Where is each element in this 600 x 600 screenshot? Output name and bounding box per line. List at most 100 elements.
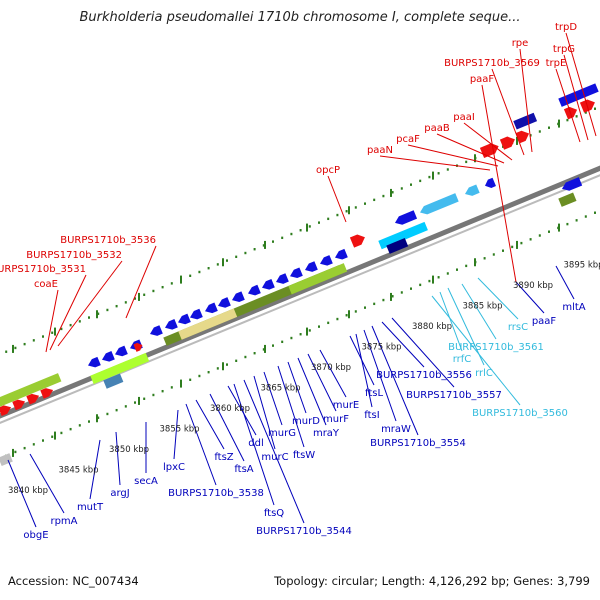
gene-label-red: coaE: [34, 279, 58, 290]
gene-label-blue: ftsW: [293, 450, 315, 461]
leader-line-blue: [233, 383, 275, 506]
inner-tick: [529, 238, 532, 241]
gene-label-blue: mraW: [381, 424, 411, 435]
backbone-strand: [0, 174, 600, 424]
gene-label-red: BURPS1710b_3536: [60, 235, 156, 246]
gene-arrow-red: [133, 342, 143, 352]
inner-tick: [152, 393, 155, 397]
inner-tick: [299, 333, 302, 336]
gene-arrow-red-shape: [349, 234, 365, 248]
leader-line-blue: [173, 409, 179, 460]
inner-tick: [400, 291, 403, 294]
leader-line-blue: [381, 321, 425, 368]
inner-tick: [14, 450, 17, 454]
outer-tick: [5, 350, 8, 353]
operon-bar-light: [178, 308, 238, 340]
inner-tick: [354, 310, 357, 313]
outer-tick-major: [516, 136, 518, 145]
gene-label-blue: ftsI: [364, 410, 379, 421]
inner-tick: [428, 279, 431, 283]
outer-tick: [78, 320, 81, 323]
inner-tick: [198, 374, 201, 378]
gene-label-cyan: rrfC: [453, 354, 472, 365]
inner-tick: [235, 359, 238, 363]
kbp-tick-label: 3895 kbp: [564, 261, 600, 271]
leader-line-blue: [371, 325, 419, 436]
outer-tick: [354, 206, 357, 209]
rrna-bar: [90, 352, 150, 385]
inner-tick: [465, 264, 468, 268]
inner-tick: [244, 355, 247, 359]
outer-tick: [308, 225, 311, 228]
outer-tick-major: [96, 310, 98, 319]
inner-tick: [336, 317, 339, 321]
gene-arrow-cyan: [465, 184, 480, 196]
outer-tick: [106, 308, 109, 312]
outer-tick: [226, 259, 228, 262]
outer-tick: [391, 191, 394, 194]
gene-arrow-blue: [248, 284, 261, 296]
inner-tick: [97, 416, 100, 419]
outer-tick: [281, 236, 284, 240]
inner-tick: [207, 370, 210, 374]
inner-tick-major: [138, 396, 140, 405]
gene-arrow-blue: [88, 356, 101, 368]
gene-label-blue: BURPS1710b_3538: [168, 488, 264, 499]
gene-label-red: rpe: [512, 38, 529, 49]
gene-arrow-blue-shape: [395, 210, 418, 225]
kbp-tick-label: 3855 kbp: [160, 425, 200, 435]
inner-tick-major: [12, 448, 14, 457]
inner-tick: [78, 424, 81, 427]
gene-label-red: BURPS1710b_3532: [26, 250, 122, 261]
leader-line-red: [49, 274, 87, 351]
leader-line-red: [45, 289, 59, 353]
gene-label-red: paaI: [453, 112, 475, 123]
outer-tick: [345, 210, 348, 213]
leader-line-blue: [185, 403, 217, 486]
gene-arrow-blue: [178, 313, 191, 325]
kbp-tick-label: 3890 kbp: [513, 281, 553, 291]
inner-tick: [32, 443, 35, 446]
inner-tick-major: [558, 223, 560, 232]
gene-arrow-blue-shape: [190, 308, 203, 320]
outer-tick: [143, 293, 146, 296]
gene-arrow-blue-shape: [305, 261, 318, 272]
inner-tick: [106, 412, 109, 416]
outer-tick: [584, 111, 587, 114]
outer-tick: [529, 134, 532, 137]
leader-line-blue: [89, 439, 101, 500]
gene-arrow-blue: [395, 210, 418, 225]
inner-tick: [290, 336, 293, 340]
gene-label-blue: BURPS1710b_3556: [376, 370, 472, 381]
gene-arrow-blue-shape: [218, 297, 231, 308]
gene-label-blue: rpmA: [50, 516, 77, 527]
inner-tick: [538, 234, 541, 237]
gene-arrow-red-shape: [12, 399, 26, 411]
gene-label-blue: mraY: [313, 428, 340, 439]
gene-label-blue: lpxC: [163, 462, 185, 473]
gene-label-red: BURPS1710b_3531: [0, 264, 86, 275]
leader-line-red: [563, 54, 589, 141]
leader-line-red: [57, 260, 123, 347]
leader-line-blue: [555, 265, 575, 300]
kbp-tick-label: 3860 kbp: [210, 404, 250, 414]
leader-line-blue: [319, 349, 347, 398]
gene-label-blue: mutT: [77, 502, 104, 513]
inner-tick: [23, 446, 26, 450]
gene-block-navy-shape: [513, 112, 538, 130]
gene-arrow-blue: [102, 351, 115, 362]
inner-tick: [226, 363, 228, 366]
inner-tick-major: [348, 310, 350, 319]
outer-tick: [51, 331, 54, 334]
leader-line-blue: [243, 379, 305, 524]
outer-tick: [14, 346, 17, 350]
outer-tick: [410, 183, 412, 186]
gene-label-blue: mltA: [562, 302, 585, 313]
gene-arrow-red: [515, 130, 530, 144]
inner-tick: [345, 314, 348, 317]
outer-tick: [327, 217, 330, 221]
inner-tick-major: [222, 362, 224, 371]
outer-tick-major: [390, 188, 392, 197]
leader-line-blue: [263, 371, 283, 426]
